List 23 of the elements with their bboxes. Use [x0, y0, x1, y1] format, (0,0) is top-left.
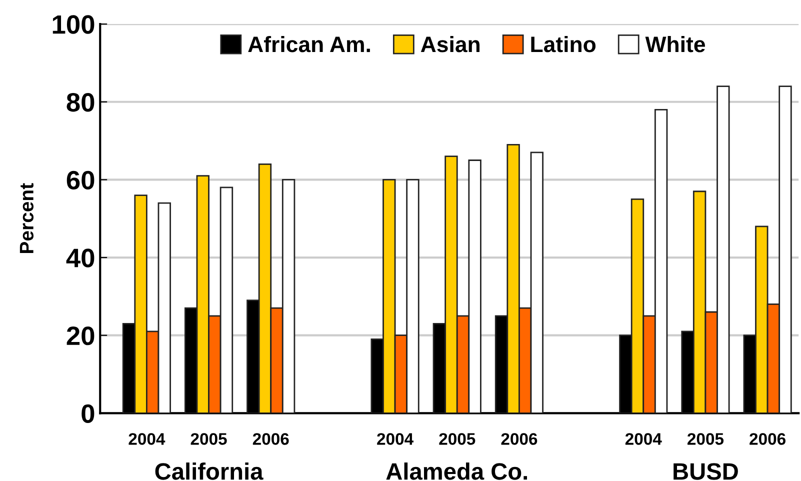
legend-label: Asian — [420, 36, 480, 52]
x-tick-label: 2004 — [625, 433, 662, 445]
legend-label: White — [645, 36, 705, 52]
legend-label: African Am. — [248, 36, 370, 52]
x-tick-label: 2004 — [128, 433, 166, 445]
text: BUSD — [674, 463, 738, 480]
x-tick-label: 2006 — [252, 433, 289, 445]
y-tick-label: 80 — [66, 93, 94, 112]
x-tick-label: 2006 — [501, 433, 538, 445]
legend-label: Latino — [531, 36, 596, 52]
y-axis-title: Percent — [20, 183, 34, 253]
x-tick-label: 2004 — [377, 433, 414, 445]
x-tick-label: 2005 — [688, 433, 724, 445]
y-tick-label: 40 — [66, 248, 94, 268]
y-tick-label: 0 — [82, 404, 94, 423]
y-tick-label: 100 — [52, 15, 94, 34]
y-tick-label: 20 — [66, 326, 94, 346]
text: California — [155, 462, 264, 480]
x-tick-label: 2006 — [750, 433, 786, 445]
x-tick-label: 2005 — [439, 433, 476, 445]
x-tick-label: 2005 — [190, 433, 227, 445]
text: Alameda Co. — [386, 462, 528, 480]
y-tick-label: 60 — [66, 170, 94, 190]
